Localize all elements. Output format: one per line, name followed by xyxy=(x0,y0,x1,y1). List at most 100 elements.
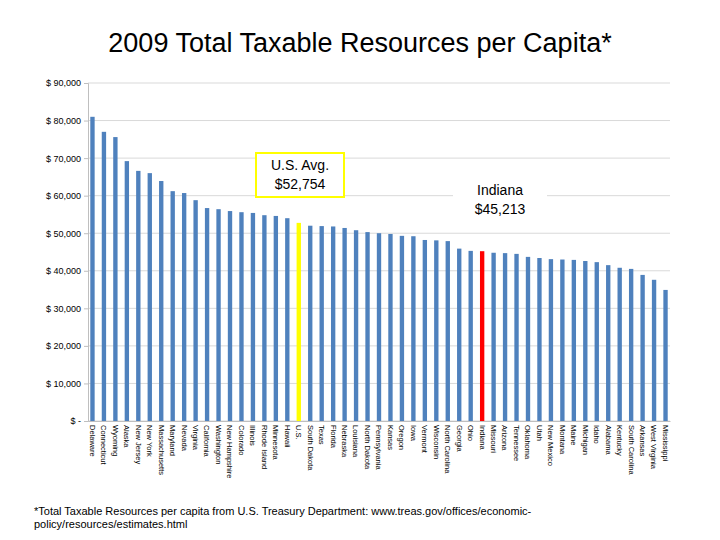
x-axis: DelawareConnecticutWyomingAlaskaNew Jers… xyxy=(88,421,671,478)
bar xyxy=(148,173,152,421)
bar xyxy=(491,253,495,421)
y-tick: $ 60,000 xyxy=(46,191,88,201)
x-tick: Minnesota xyxy=(271,421,280,460)
x-tick: Montana xyxy=(558,421,567,455)
x-tick-label: Massachusetts xyxy=(157,425,166,475)
x-tick-label: Alaska xyxy=(122,425,131,448)
bar xyxy=(320,226,324,421)
bar xyxy=(113,137,117,421)
x-tick: Iowa xyxy=(409,421,418,442)
plot: $ -$ 10,000$ 20,000$ 30,000$ 40,000$ 50,… xyxy=(46,78,671,478)
bar xyxy=(457,249,461,421)
x-tick-label: Colorado xyxy=(237,425,246,455)
annotation-text: U.S. Avg. xyxy=(271,157,329,173)
y-tick: $ 20,000 xyxy=(46,341,88,351)
annotation-text: Indiana xyxy=(477,182,523,198)
annotation-text: $52,754 xyxy=(275,176,326,192)
x-tick-label: Texas xyxy=(317,425,326,445)
bar xyxy=(503,253,507,421)
x-tick: Illinois xyxy=(248,421,257,446)
x-tick: South Dakota xyxy=(306,421,315,471)
x-tick: Delaware xyxy=(88,421,97,457)
bar xyxy=(652,280,656,421)
annotation-text: $45,213 xyxy=(475,201,526,217)
x-tick-label: Maryland xyxy=(168,425,177,456)
y-tick-mark xyxy=(84,121,88,122)
x-tick: California xyxy=(202,421,211,458)
bar xyxy=(572,260,576,421)
bar xyxy=(388,234,392,421)
bar xyxy=(205,208,209,421)
bar xyxy=(434,240,438,421)
bar xyxy=(423,240,427,421)
x-tick: Oklahoma xyxy=(523,421,532,460)
y-tick-label: $ 50,000 xyxy=(46,229,81,239)
x-tick: Missouri xyxy=(489,421,498,453)
bars xyxy=(90,117,667,421)
x-tick-label: Rhode Island xyxy=(260,425,269,469)
bar xyxy=(663,290,667,421)
bar xyxy=(274,216,278,421)
y-tick-label: $ 30,000 xyxy=(46,304,81,314)
bar xyxy=(136,171,140,421)
x-tick: New Jersey xyxy=(134,421,143,464)
bar xyxy=(537,258,541,421)
x-tick: Vermont xyxy=(420,421,429,454)
x-tick-label: Louisiana xyxy=(351,425,360,458)
y-tick: $ 10,000 xyxy=(46,379,88,389)
x-tick: Alaska xyxy=(122,421,131,448)
x-axis-line xyxy=(89,421,671,422)
bar xyxy=(90,117,94,421)
bar xyxy=(469,251,473,421)
x-tick-label: Indiana xyxy=(478,425,487,450)
x-tick: Georgia xyxy=(455,421,464,453)
grid-line xyxy=(88,83,670,84)
x-tick-label: New Jersey xyxy=(134,425,143,464)
x-tick: Wyoming xyxy=(111,421,120,456)
bar xyxy=(216,209,220,421)
x-tick-label: Vermont xyxy=(420,425,429,454)
bar xyxy=(182,193,186,421)
grid xyxy=(88,83,670,421)
x-tick: Nevada xyxy=(180,421,189,452)
bar xyxy=(285,218,289,421)
x-tick-label: Hawaii xyxy=(283,425,292,448)
x-tick-label: Delaware xyxy=(88,425,97,457)
bar xyxy=(365,232,369,421)
y-tick: $ 30,000 xyxy=(46,304,88,314)
annotation: U.S. Avg. $52,754 xyxy=(256,153,344,197)
x-tick-label: Kentucky xyxy=(615,425,624,456)
y-tick-mark xyxy=(84,271,88,272)
x-tick: South Carolina xyxy=(627,421,636,475)
annotation-box xyxy=(454,178,546,224)
y-tick-mark xyxy=(84,421,88,422)
bar xyxy=(308,226,312,421)
x-tick: Connecticut xyxy=(99,421,108,466)
x-tick: Idaho xyxy=(592,421,601,444)
y-tick-mark xyxy=(84,308,88,309)
grid-line xyxy=(88,158,670,159)
x-tick: Ohio xyxy=(466,421,475,441)
grid-line xyxy=(88,120,670,121)
x-tick-label: Kansas xyxy=(386,425,395,450)
x-tick: Arkansas xyxy=(638,421,647,457)
x-tick-label: South Dakota xyxy=(306,425,315,471)
bar xyxy=(297,223,301,421)
bar xyxy=(377,233,381,421)
bar xyxy=(446,241,450,421)
x-tick: North Dakota xyxy=(363,421,372,470)
bar xyxy=(171,191,175,421)
bar xyxy=(514,254,518,421)
x-tick-label: U.S. xyxy=(294,425,303,440)
x-tick-label: New Hampshire xyxy=(225,425,234,478)
x-tick: Washington xyxy=(214,421,223,464)
x-tick-label: North Carolina xyxy=(443,425,452,474)
bar xyxy=(125,161,129,421)
y-tick: $ - xyxy=(70,416,88,426)
y-axis: $ -$ 10,000$ 20,000$ 30,000$ 40,000$ 50,… xyxy=(46,78,89,426)
bar xyxy=(102,132,106,421)
x-tick-label: Virginia xyxy=(191,425,200,451)
annotation-box xyxy=(256,153,344,197)
bar xyxy=(251,213,255,421)
x-tick: Virginia xyxy=(191,421,200,451)
